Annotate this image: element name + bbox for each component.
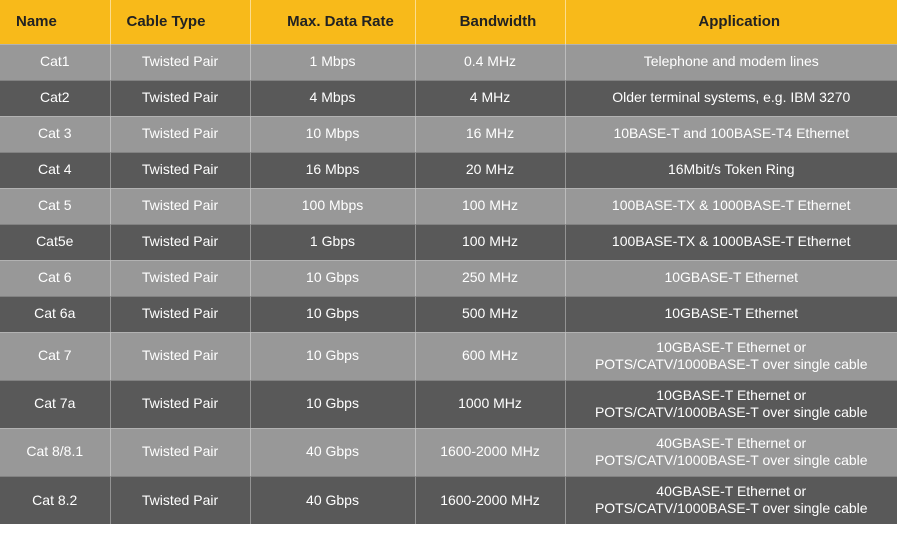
- cell-name: Cat5e: [0, 224, 110, 260]
- col-header-name: Name: [0, 0, 110, 44]
- cell-name: Cat 5: [0, 188, 110, 224]
- cell-application: 16Mbit/s Token Ring: [565, 152, 897, 188]
- cell-max_rate: 4 Mbps: [250, 80, 415, 116]
- table-row: Cat 4Twisted Pair16 Mbps20 MHz16Mbit/s T…: [0, 152, 897, 188]
- cell-bandwidth: 0.4 MHz: [415, 44, 565, 80]
- col-header-max-rate: Max. Data Rate: [250, 0, 415, 44]
- col-header-cable-type: Cable Type: [110, 0, 250, 44]
- cell-application: 10GBASE-T Ethernet: [565, 296, 897, 332]
- cell-application: 40GBASE-T Ethernet orPOTS/CATV/1000BASE-…: [565, 476, 897, 524]
- cell-name: Cat2: [0, 80, 110, 116]
- cell-cable_type: Twisted Pair: [110, 428, 250, 476]
- cell-application: 10GBASE-T Ethernet: [565, 260, 897, 296]
- cell-max_rate: 10 Gbps: [250, 380, 415, 428]
- table-row: Cat 5Twisted Pair100 Mbps100 MHz100BASE-…: [0, 188, 897, 224]
- cell-bandwidth: 100 MHz: [415, 224, 565, 260]
- cell-bandwidth: 1600-2000 MHz: [415, 428, 565, 476]
- cell-cable_type: Twisted Pair: [110, 80, 250, 116]
- cell-max_rate: 10 Gbps: [250, 260, 415, 296]
- cell-max_rate: 40 Gbps: [250, 476, 415, 524]
- cell-max_rate: 16 Mbps: [250, 152, 415, 188]
- table-row: Cat 3Twisted Pair10 Mbps16 MHz10BASE-T a…: [0, 116, 897, 152]
- cell-application: 10GBASE-T Ethernet orPOTS/CATV/1000BASE-…: [565, 332, 897, 380]
- cell-cable_type: Twisted Pair: [110, 380, 250, 428]
- cell-name: Cat 3: [0, 116, 110, 152]
- cell-name: Cat 7a: [0, 380, 110, 428]
- cell-cable_type: Twisted Pair: [110, 44, 250, 80]
- cell-name: Cat1: [0, 44, 110, 80]
- cell-cable_type: Twisted Pair: [110, 152, 250, 188]
- cell-name: Cat 8.2: [0, 476, 110, 524]
- cell-cable_type: Twisted Pair: [110, 260, 250, 296]
- table-body: Cat1Twisted Pair1 Mbps0.4 MHzTelephone a…: [0, 44, 897, 524]
- table-row: Cat 6Twisted Pair10 Gbps250 MHz10GBASE-T…: [0, 260, 897, 296]
- col-header-bandwidth: Bandwidth: [415, 0, 565, 44]
- cell-cable_type: Twisted Pair: [110, 188, 250, 224]
- table-row: Cat 7aTwisted Pair10 Gbps1000 MHz10GBASE…: [0, 380, 897, 428]
- cell-max_rate: 40 Gbps: [250, 428, 415, 476]
- cell-name: Cat 8/8.1: [0, 428, 110, 476]
- cell-bandwidth: 16 MHz: [415, 116, 565, 152]
- table-row: Cat2Twisted Pair4 Mbps4 MHzOlder termina…: [0, 80, 897, 116]
- cell-bandwidth: 1600-2000 MHz: [415, 476, 565, 524]
- cell-max_rate: 1 Gbps: [250, 224, 415, 260]
- cell-max_rate: 10 Mbps: [250, 116, 415, 152]
- cell-application: Older terminal systems, e.g. IBM 3270: [565, 80, 897, 116]
- cell-bandwidth: 1000 MHz: [415, 380, 565, 428]
- cell-application: 10BASE-T and 100BASE-T4 Ethernet: [565, 116, 897, 152]
- cell-bandwidth: 600 MHz: [415, 332, 565, 380]
- cell-max_rate: 10 Gbps: [250, 332, 415, 380]
- cell-name: Cat 4: [0, 152, 110, 188]
- table-row: Cat 7Twisted Pair10 Gbps600 MHz10GBASE-T…: [0, 332, 897, 380]
- cell-application: 40GBASE-T Ethernet orPOTS/CATV/1000BASE-…: [565, 428, 897, 476]
- cell-max_rate: 10 Gbps: [250, 296, 415, 332]
- cell-application: Telephone and modem lines: [565, 44, 897, 80]
- cell-application: 100BASE-TX & 1000BASE-T Ethernet: [565, 224, 897, 260]
- cell-bandwidth: 500 MHz: [415, 296, 565, 332]
- cell-bandwidth: 100 MHz: [415, 188, 565, 224]
- cell-name: Cat 6: [0, 260, 110, 296]
- cell-bandwidth: 4 MHz: [415, 80, 565, 116]
- table-row: Cat 8/8.1Twisted Pair40 Gbps1600-2000 MH…: [0, 428, 897, 476]
- cell-cable_type: Twisted Pair: [110, 332, 250, 380]
- cell-application: 100BASE-TX & 1000BASE-T Ethernet: [565, 188, 897, 224]
- cable-spec-table: Name Cable Type Max. Data Rate Bandwidth…: [0, 0, 897, 524]
- cell-cable_type: Twisted Pair: [110, 296, 250, 332]
- cell-max_rate: 100 Mbps: [250, 188, 415, 224]
- cell-cable_type: Twisted Pair: [110, 476, 250, 524]
- table-row: Cat1Twisted Pair1 Mbps0.4 MHzTelephone a…: [0, 44, 897, 80]
- cell-bandwidth: 20 MHz: [415, 152, 565, 188]
- cell-cable_type: Twisted Pair: [110, 116, 250, 152]
- cell-application: 10GBASE-T Ethernet orPOTS/CATV/1000BASE-…: [565, 380, 897, 428]
- cell-cable_type: Twisted Pair: [110, 224, 250, 260]
- table-row: Cat5eTwisted Pair1 Gbps100 MHz100BASE-TX…: [0, 224, 897, 260]
- table-row: Cat 8.2Twisted Pair40 Gbps1600-2000 MHz4…: [0, 476, 897, 524]
- cell-name: Cat 6a: [0, 296, 110, 332]
- col-header-application: Application: [565, 0, 897, 44]
- table-row: Cat 6aTwisted Pair10 Gbps500 MHz10GBASE-…: [0, 296, 897, 332]
- cell-name: Cat 7: [0, 332, 110, 380]
- table-header-row: Name Cable Type Max. Data Rate Bandwidth…: [0, 0, 897, 44]
- cell-bandwidth: 250 MHz: [415, 260, 565, 296]
- cell-max_rate: 1 Mbps: [250, 44, 415, 80]
